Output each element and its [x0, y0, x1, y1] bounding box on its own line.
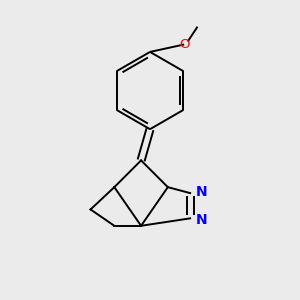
Text: O: O: [179, 38, 190, 51]
Text: N: N: [196, 213, 207, 227]
Text: N: N: [196, 184, 207, 199]
